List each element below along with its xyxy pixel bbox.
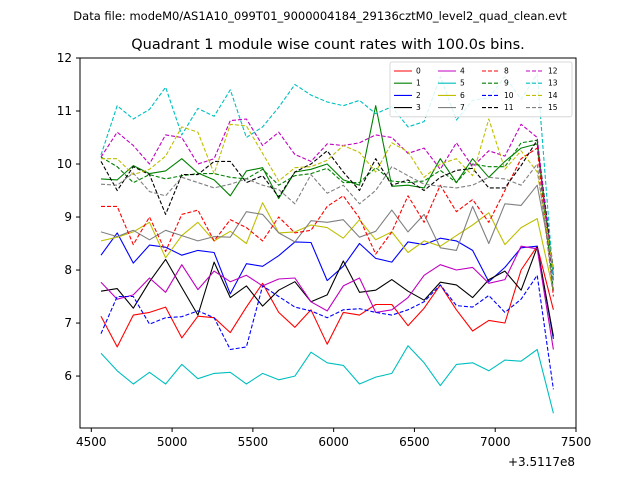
series-line-5 bbox=[100, 345, 554, 414]
y-tick-label: 10 bbox=[57, 157, 72, 171]
plot-area: 4500 5000 5500 6000 6500 7000 7500678910111201… bbox=[57, 51, 592, 449]
legend-label-4: 4 bbox=[460, 67, 465, 76]
figure-suptitle: Data file: modeM0/AS1A10_099T01_90000041… bbox=[73, 9, 567, 23]
legend-label-14: 14 bbox=[548, 91, 558, 100]
x-tick-label: 6500 bbox=[399, 435, 430, 449]
legend-label-10: 10 bbox=[504, 91, 514, 100]
legend-label-12: 12 bbox=[548, 67, 558, 76]
legend-label-3: 3 bbox=[416, 103, 421, 112]
legend-label-2: 2 bbox=[416, 91, 421, 100]
x-tick-label: 5500 bbox=[238, 435, 269, 449]
series-line-12 bbox=[100, 118, 554, 281]
series-line-0 bbox=[100, 245, 554, 348]
x-tick-label: 5000 bbox=[157, 435, 188, 449]
series-line-11 bbox=[100, 139, 554, 271]
series-line-14 bbox=[101, 118, 554, 271]
legend-label-8: 8 bbox=[504, 67, 509, 76]
x-tick-label: 7500 bbox=[561, 435, 592, 449]
legend-label-5: 5 bbox=[460, 79, 465, 88]
x-tick-label: 4500 bbox=[76, 435, 107, 449]
legend-box bbox=[389, 61, 573, 118]
chart-title: Quadrant 1 module wise count rates with … bbox=[131, 37, 525, 53]
y-tick-label: 6 bbox=[64, 369, 72, 383]
legend-label-9: 9 bbox=[504, 79, 509, 88]
axes-frame bbox=[79, 57, 577, 429]
y-tick-label: 11 bbox=[57, 104, 72, 118]
series-line-3 bbox=[100, 246, 554, 337]
y-tick-label: 9 bbox=[64, 210, 72, 224]
series-line-15 bbox=[100, 163, 554, 292]
legend-label-6: 6 bbox=[460, 91, 465, 100]
legend-label-13: 13 bbox=[548, 79, 558, 88]
x-offset-label: +3.5117e8 bbox=[508, 455, 575, 469]
legend-label-11: 11 bbox=[504, 103, 514, 112]
y-tick-label: 7 bbox=[64, 316, 72, 330]
legend-label-7: 7 bbox=[460, 103, 465, 112]
y-tick-label: 8 bbox=[64, 263, 72, 277]
series-line-6 bbox=[100, 202, 554, 292]
series-line-9 bbox=[100, 139, 554, 292]
x-tick-label: 7000 bbox=[480, 435, 511, 449]
legend-label-0: 0 bbox=[416, 67, 421, 76]
series-line-10 bbox=[100, 274, 554, 390]
legend-label-1: 1 bbox=[416, 79, 421, 88]
series-line-7 bbox=[100, 184, 554, 271]
y-tick-label: 12 bbox=[57, 51, 72, 65]
series-line-8 bbox=[101, 147, 554, 297]
series-line-4 bbox=[100, 245, 554, 350]
x-tick-label: 6000 bbox=[318, 435, 349, 449]
legend-label-15: 15 bbox=[548, 103, 558, 112]
series-line-2 bbox=[100, 232, 554, 339]
